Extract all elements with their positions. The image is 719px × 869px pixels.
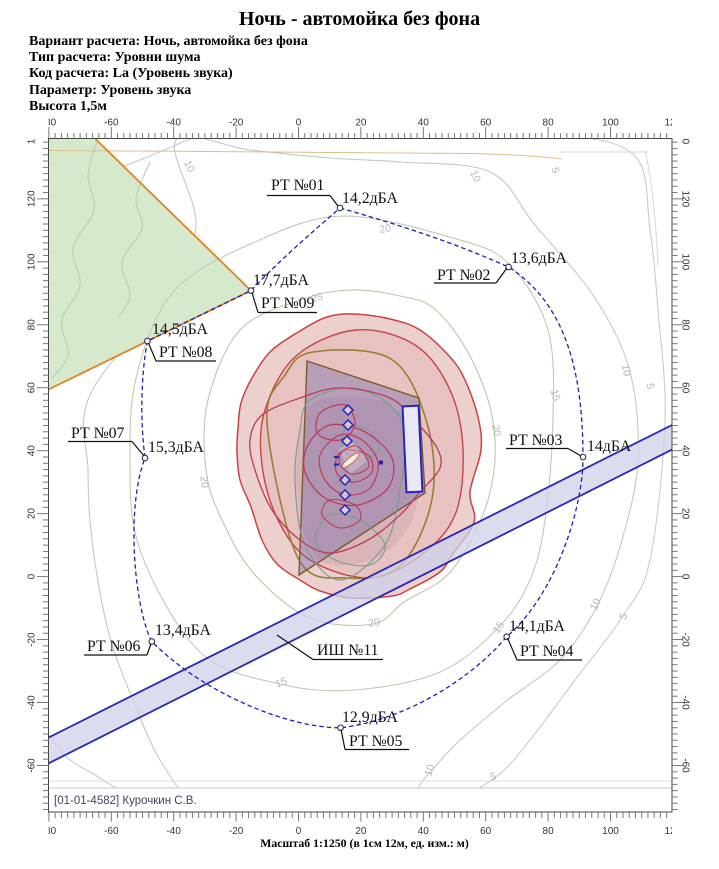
svg-text:РТ №02: РТ №02 [437,267,491,284]
svg-text:20: 20 [198,476,211,489]
svg-text:-40: -40 [166,118,181,129]
svg-text:РТ №09: РТ №09 [261,295,315,312]
svg-text:РТ №07: РТ №07 [71,425,125,442]
svg-text:РТ №03: РТ №03 [509,432,563,449]
svg-text:РТ №01: РТ №01 [271,177,324,194]
svg-text:60: 60 [680,382,691,394]
svg-text:120: 120 [680,190,691,207]
svg-text:20: 20 [27,508,38,520]
svg-text:100: 100 [27,253,38,270]
svg-text:0: 0 [296,118,302,129]
svg-text:-80: -80 [680,821,691,836]
svg-text:20: 20 [355,826,367,837]
svg-text:-20: -20 [27,632,38,647]
svg-text:[01-01-4582] Курочкин С.В.: [01-01-4582] Курочкин С.В. [54,795,197,807]
svg-text:-60: -60 [104,826,119,837]
svg-text:20: 20 [680,508,691,520]
svg-text:14,5дБА: 14,5дБА [152,321,209,338]
svg-text:5: 5 [617,611,630,622]
svg-text:ИШ №11: ИШ №11 [317,642,379,659]
svg-text:100: 100 [602,826,619,837]
svg-text:20: 20 [368,616,381,630]
svg-text:20: 20 [489,423,503,437]
svg-text:РТ №08: РТ №08 [159,344,213,361]
svg-text:140: 140 [680,128,691,145]
svg-text:-20: -20 [229,826,244,837]
svg-text:60: 60 [480,826,492,837]
svg-text:10: 10 [467,169,483,185]
svg-text:10: 10 [181,159,197,175]
svg-text:-20: -20 [229,118,244,129]
svg-text:0: 0 [680,574,691,580]
svg-text:40: 40 [680,445,691,457]
svg-text:15: 15 [548,388,563,403]
svg-text:13,6дБА: 13,6дБА [511,250,568,267]
svg-text:80: 80 [27,319,38,331]
svg-text:40: 40 [418,118,430,129]
svg-text:120: 120 [665,118,682,129]
svg-text:14дБА: 14дБА [587,438,632,455]
svg-text:120: 120 [27,190,38,207]
svg-text:100: 100 [602,118,619,129]
svg-text:-20: -20 [680,632,691,647]
svg-text:60: 60 [480,118,492,129]
svg-text:10: 10 [588,596,604,612]
svg-text:РТ №05: РТ №05 [349,733,403,750]
svg-text:80: 80 [680,319,691,331]
svg-text:5: 5 [548,166,561,175]
svg-text:10: 10 [619,363,633,377]
svg-text:100: 100 [680,253,691,270]
svg-text:-60: -60 [680,758,691,773]
svg-text:80: 80 [543,118,555,129]
svg-text:60: 60 [27,382,38,394]
svg-text:-60: -60 [27,758,38,773]
svg-text:5: 5 [644,382,657,390]
svg-text:14,2дБА: 14,2дБА [342,190,399,207]
svg-text:-80: -80 [42,826,57,837]
svg-text:-60: -60 [104,118,119,129]
svg-text:5: 5 [489,770,498,783]
svg-text:12,9дБА: 12,9дБА [342,709,399,726]
svg-text:0: 0 [27,573,38,579]
svg-text:15: 15 [274,675,289,690]
svg-text:14,1дБА: 14,1дБА [509,618,566,635]
svg-text:20: 20 [378,222,392,236]
svg-text:80: 80 [543,826,555,837]
svg-text:-40: -40 [27,695,38,710]
svg-text:-40: -40 [680,695,691,710]
svg-text:40: 40 [418,826,430,837]
svg-text:13,4дБА: 13,4дБА [155,622,212,639]
svg-text:17,7дБА: 17,7дБА [253,272,310,289]
svg-text:0: 0 [296,826,302,837]
svg-text:-80: -80 [42,118,57,129]
svg-text:-80: -80 [27,821,38,836]
svg-text:25: 25 [310,291,324,305]
svg-text:140: 140 [27,127,38,144]
svg-text:10: 10 [422,763,437,778]
svg-text:120: 120 [665,826,682,837]
svg-text:15,3дБА: 15,3дБА [148,439,205,456]
svg-text:РТ №04: РТ №04 [520,643,574,660]
svg-text:-40: -40 [166,826,181,837]
svg-text:20: 20 [355,118,367,129]
svg-text:РТ №06: РТ №06 [87,638,141,655]
svg-text:40: 40 [27,445,38,457]
